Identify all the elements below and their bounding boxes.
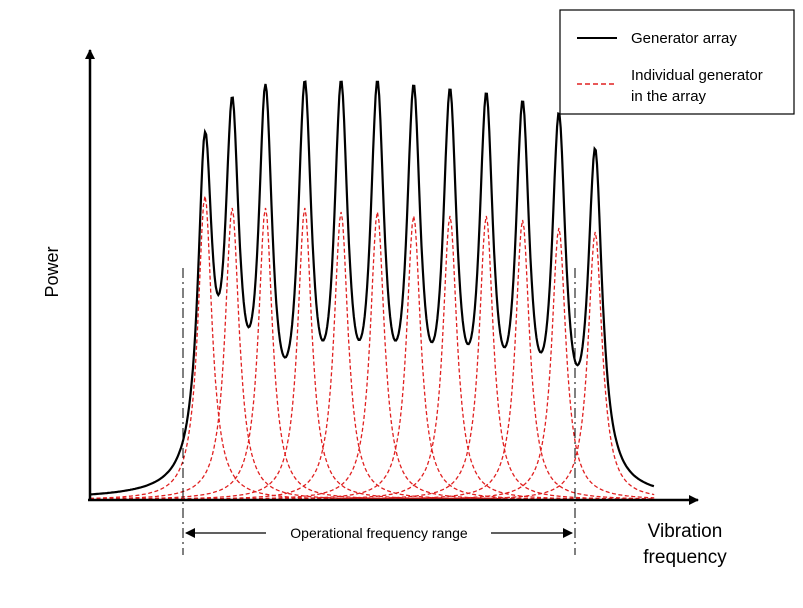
operational-range-label: Operational frequency range — [290, 525, 468, 541]
individual-generator-curve-9 — [90, 215, 655, 501]
generator-array-curve-group — [89, 80, 655, 496]
legend-individual-label-line1: Individual generator — [631, 67, 763, 84]
legend-array-label: Generator array — [631, 30, 737, 47]
individual-generator-curve-3 — [90, 207, 655, 501]
x-axis-label-line1: Vibration — [648, 521, 723, 542]
x-axis-label-line2: frequency — [643, 547, 727, 568]
individual-generator-curve-6 — [89, 211, 655, 501]
legend-box — [559, 9, 795, 115]
individual-generator-curve-12 — [90, 231, 655, 501]
individual-generator-curve-1 — [89, 195, 655, 501]
y-axis-label: Power — [42, 246, 62, 297]
individual-generator-curve-10 — [90, 219, 655, 501]
individual-generator-curve-7 — [90, 215, 655, 501]
individual-generator-curve-11 — [90, 227, 655, 501]
individual-generator-curves — [89, 195, 655, 501]
generator-array-curve — [89, 80, 655, 496]
legend-individual-label-line2: in the array — [631, 88, 707, 105]
individual-generator-curve-5 — [90, 211, 655, 501]
legend: Generator array Individual generator in … — [559, 9, 795, 115]
individual-generator-curve-2 — [89, 207, 655, 501]
individual-generator-curve-4 — [90, 207, 655, 501]
individual-generator-curve-8 — [90, 215, 655, 501]
